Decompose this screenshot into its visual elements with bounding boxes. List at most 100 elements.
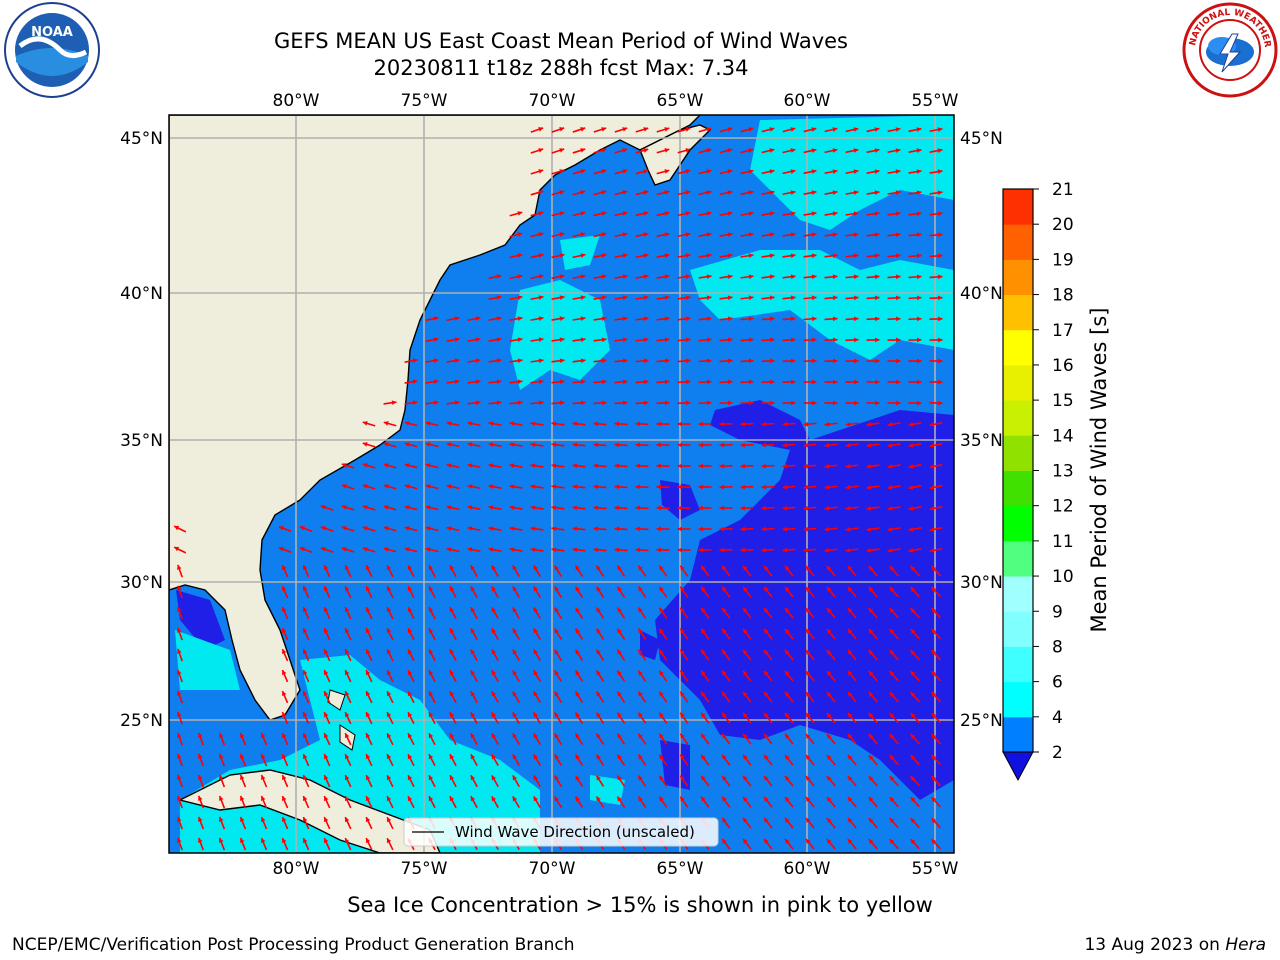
wind-arrow-head (664, 274, 670, 280)
wind-arrow-head (866, 463, 872, 469)
wind-arrow-head (805, 586, 811, 592)
wind-arrow-head (680, 628, 685, 634)
wind-arrow-head (512, 754, 518, 760)
wind-arrow-head (601, 211, 607, 216)
colorbar-tick-label: 11 (1052, 532, 1074, 552)
wind-arrow-head (596, 586, 601, 592)
wind-arrow-head (740, 484, 745, 490)
wind-arrow-head (198, 837, 203, 843)
lon-label-top: 65°W (657, 91, 704, 111)
wind-arrow-head (931, 566, 937, 572)
wind-arrow-head (677, 526, 682, 532)
wind-arrow-head (614, 547, 620, 553)
wind-arrow-head (929, 443, 935, 448)
lon-label-top: 80°W (273, 91, 320, 111)
wind-arrow-head (847, 629, 853, 634)
wind-arrow-head (664, 148, 670, 153)
wind-arrow-head (491, 628, 497, 634)
colorbar-segment (1003, 435, 1033, 471)
wind-arrow-head (790, 337, 796, 343)
wind-arrow-head (365, 565, 371, 571)
wind-arrow-head (784, 775, 790, 781)
wind-arrow-head (575, 733, 580, 739)
wind-arrow-head (916, 211, 922, 217)
wind-arrow-head (931, 692, 937, 698)
wind-arrow-head (811, 148, 817, 153)
wind-arrow-head (559, 232, 565, 237)
wind-arrow-head (677, 442, 682, 448)
run-machine: Hera (1225, 935, 1266, 955)
wind-arrow-head (260, 816, 266, 822)
wind-arrow-head (722, 649, 727, 655)
wind-arrow-head (677, 421, 682, 427)
noaa-logo-icon: NOAA (4, 2, 100, 98)
wind-arrow-head (722, 754, 727, 760)
wind-arrow-head (580, 232, 586, 237)
wind-arrow-head (868, 713, 874, 718)
wind-arrow-head (386, 817, 392, 823)
wind-arrow-head (488, 547, 494, 552)
wind-arrow-head (643, 232, 649, 237)
wind-arrow-head (811, 274, 817, 280)
lat-label-right: 45°N (960, 129, 1003, 149)
wind-arrow-head (931, 755, 937, 761)
wind-arrow-head (281, 733, 287, 739)
wind-arrow-head (580, 400, 586, 406)
wind-arrow-head (719, 442, 724, 448)
wind-arrow-head (698, 442, 703, 448)
wind-arrow-head (470, 712, 476, 718)
wind-arrow-head (341, 547, 347, 552)
wind-arrow-head (344, 691, 350, 697)
lat-label-right: 30°N (960, 573, 1003, 593)
wind-arrow-head (643, 148, 649, 153)
wind-arrow-head (782, 442, 788, 448)
wind-arrow-head (488, 421, 494, 426)
wind-arrow-head (551, 442, 557, 448)
wind-arrow-head (706, 169, 712, 174)
wind-arrow-head (685, 295, 691, 301)
wind-arrow-head (826, 649, 832, 655)
wind-arrow-head (698, 463, 703, 469)
colorbar-under-triangle (1002, 751, 1034, 782)
wind-arrow-head (530, 484, 536, 490)
wind-arrow-head (803, 463, 809, 469)
wind-arrow-head (449, 712, 455, 718)
wind-arrow-head (491, 712, 497, 718)
wind-arrow-head (811, 295, 817, 301)
wind-arrow-head (875, 379, 880, 385)
wind-arrow-head (743, 649, 748, 655)
wind-arrow-head (575, 649, 580, 655)
wind-arrow-head (362, 442, 368, 447)
wind-arrow-head (428, 670, 434, 676)
wind-arrow-head (887, 442, 893, 448)
wind-arrow-head (323, 607, 329, 613)
run-date: 13 Aug 2023 on Hera (1084, 935, 1266, 955)
wind-arrow-head (601, 232, 607, 237)
wind-arrow-head (824, 526, 830, 532)
wind-arrow-head (601, 190, 607, 195)
wind-arrow-head (449, 796, 455, 802)
wind-arrow-head (575, 565, 580, 571)
wind-arrow-head (749, 400, 754, 406)
wind-arrow-head (643, 379, 649, 385)
wind-arrow-head (491, 796, 497, 802)
wind-arrow-head (509, 463, 515, 469)
wind-arrow-head (530, 442, 536, 448)
wind-arrow-head (551, 505, 557, 511)
wind-arrow-head (790, 169, 796, 174)
wind-arrow-head (917, 358, 922, 364)
noaa-logo-text: NOAA (31, 25, 73, 40)
wind-arrow-head (790, 232, 796, 238)
wind-arrow-head (868, 839, 874, 844)
wind-arrow-head (740, 463, 745, 469)
wind-arrow-head (386, 691, 392, 697)
wind-arrow-head (910, 755, 916, 761)
wind-arrow-head (302, 733, 308, 739)
wind-arrow-head (198, 753, 203, 759)
lon-label-bottom: 70°W (529, 859, 576, 879)
colorbar-tick-label: 12 (1052, 497, 1074, 517)
wind-arrow-head (706, 190, 712, 195)
wind-arrow-head (803, 421, 809, 427)
colorbar-label: Mean Period of Wind Waves [s] (1087, 308, 1111, 633)
wind-arrow-head (854, 400, 859, 406)
